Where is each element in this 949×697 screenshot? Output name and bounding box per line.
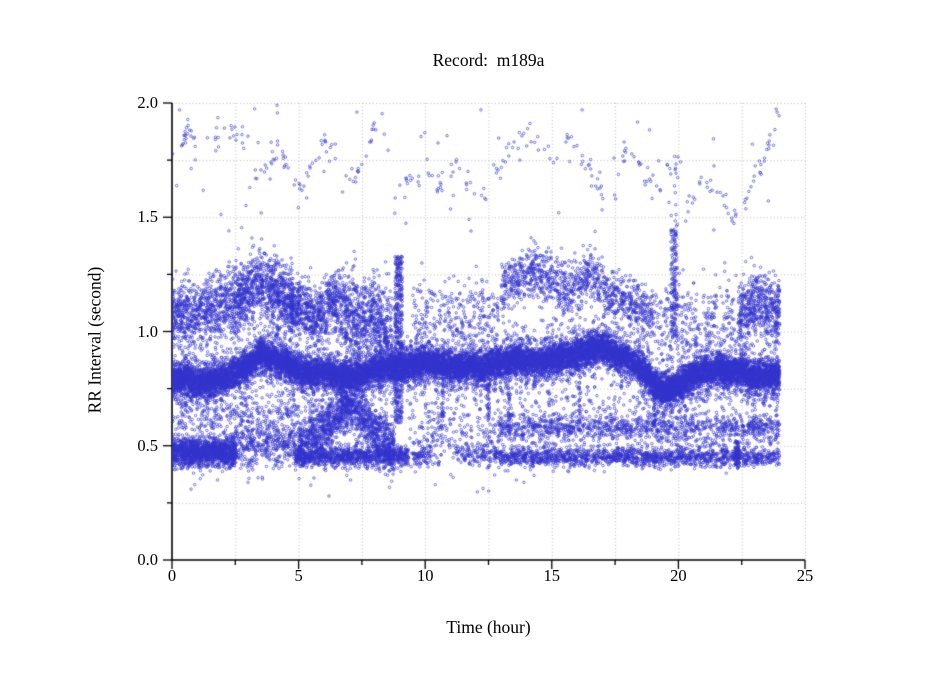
y-tick-label: 1.5	[137, 207, 158, 227]
y-tick-label: 2.0	[137, 93, 158, 112]
x-tick-label: 5	[294, 566, 303, 585]
x-tick-label: 20	[670, 566, 687, 585]
x-tick-label: 0	[167, 566, 177, 585]
y-tick-label: 0.0	[137, 550, 158, 569]
x-axis-title: Time (hour)	[446, 617, 531, 637]
x-tick-label: 10	[416, 566, 434, 585]
x-tick-label: 25	[796, 566, 814, 585]
chart-title: Record: m189a	[432, 50, 545, 70]
y-tick-label: 1.0	[137, 321, 158, 341]
x-tick-label: 15	[543, 566, 561, 585]
y-tick-label: 0.5	[137, 435, 158, 455]
